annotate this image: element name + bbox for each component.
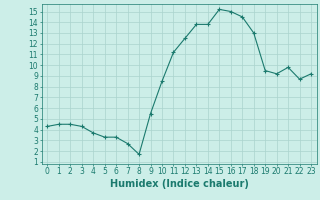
X-axis label: Humidex (Indice chaleur): Humidex (Indice chaleur) — [110, 179, 249, 189]
